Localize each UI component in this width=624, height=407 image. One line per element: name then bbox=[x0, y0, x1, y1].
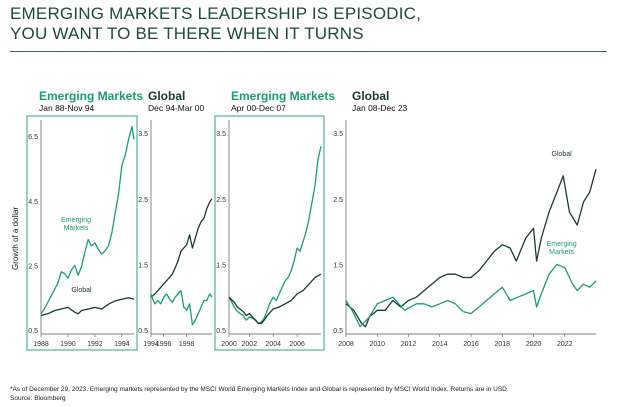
panel-3-x-tick-1: 2002 bbox=[242, 341, 258, 348]
panel-3-y-tick-1: 1.5 bbox=[216, 262, 226, 269]
panel-1-y-tick-0: 0.5 bbox=[28, 328, 38, 335]
panel-2-x-tick-1: 1996 bbox=[156, 341, 172, 348]
panel-2-y-tick-1: 1.5 bbox=[138, 262, 148, 269]
panel-4-range: Jan 08-Dec 23 bbox=[352, 103, 408, 113]
panel-1-chart: 0.5 2.5 4.5 6.5 1988 1990 1992 1994 Emerging Mark… bbox=[28, 120, 135, 348]
panel-4-global-label: Global bbox=[552, 151, 573, 158]
panel-2-header: Global Dec 94-Mar 00 bbox=[148, 89, 204, 114]
footnote: *As of December 29, 2023. Emerging marke… bbox=[10, 386, 509, 393]
panel-3-x-tick-2: 2004 bbox=[265, 341, 281, 348]
panel-3-y-tick-3: 3.5 bbox=[216, 131, 226, 138]
panel-4-x-tick-0: 2008 bbox=[338, 341, 354, 348]
panel-1-y-tick-1: 2.5 bbox=[28, 263, 38, 270]
panel-4-x-tick-4: 2016 bbox=[463, 341, 479, 348]
panels-layer: 0.5 2.5 4.5 6.5 1988 1990 1992 1994 Emerging Mark… bbox=[28, 120, 597, 348]
panel-4-x-tick-7: 2022 bbox=[557, 341, 573, 348]
panel-4-x-tick-6: 2020 bbox=[526, 341, 542, 348]
panel-4-header: Global Jan 08-Dec 23 bbox=[352, 89, 407, 114]
panel-1-range: Jan 88-Nov 94 bbox=[39, 103, 95, 113]
panel-1-emerging-line bbox=[40, 125, 135, 315]
title-line-2: YOU WANT TO BE THERE WHEN IT TURNS bbox=[10, 24, 364, 43]
panel-4-y-tick-1: 1.5 bbox=[333, 262, 343, 269]
panel-1-x-tick-1: 1990 bbox=[60, 341, 76, 348]
panel-4-emerging-line bbox=[345, 263, 597, 328]
panel-2-y-tick-3: 3.5 bbox=[138, 131, 148, 138]
panel-1-global-line bbox=[40, 297, 135, 317]
panel-4-global-line bbox=[345, 169, 597, 328]
panel-1-x-tick-2: 1992 bbox=[87, 341, 103, 348]
title-divider bbox=[10, 51, 607, 52]
panel-1-x-tick-3: 1994 bbox=[114, 341, 130, 348]
panel-4-x-tick-2: 2012 bbox=[401, 341, 417, 348]
panel-1-header: Emerging Markets Jan 88-Nov 94 bbox=[39, 89, 143, 114]
panel-2-x-tick-0: 1994 bbox=[143, 341, 159, 348]
panel-3-y-tick-2: 2.5 bbox=[216, 197, 226, 204]
panel-4-leader: Global bbox=[352, 89, 390, 103]
panel-3-x-tick-3: 2006 bbox=[289, 341, 305, 348]
panel-3-global-line bbox=[228, 273, 322, 325]
panel-2-x-tick-2: 1998 bbox=[179, 341, 195, 348]
panel-1-global-label: Global bbox=[71, 287, 92, 294]
panel-1-x-tick-0: 1988 bbox=[33, 341, 49, 348]
panel-4-chart: 0.5 1.5 2.5 3.5 2008 2010 2012 2014 2016 2018 2020… bbox=[333, 120, 597, 348]
panel-2-y-tick-0: 0.5 bbox=[138, 328, 148, 335]
panel-1-leader: Emerging Markets bbox=[39, 89, 144, 103]
panel-4-x-tick-3: 2014 bbox=[432, 341, 448, 348]
panel-4-x-tick-1: 2010 bbox=[369, 341, 385, 348]
panel-2-global-line bbox=[150, 198, 213, 298]
page-title: EMERGING MARKETS LEADERSHIP IS EPISODIC,… bbox=[10, 4, 610, 44]
panel-3-range: Apr 00-Dec 07 bbox=[231, 103, 286, 113]
panel-4-y-tick-2: 2.5 bbox=[333, 197, 343, 204]
panel-1-emerging-label: Emerging Markets bbox=[61, 217, 91, 232]
panel-2-leader: Global bbox=[148, 89, 186, 103]
panel-3-leader: Emerging Markets bbox=[231, 89, 336, 103]
panel-3-chart: 0.5 1.5 2.5 3.5 2000 2002 2004 2006 bbox=[216, 120, 322, 348]
panel-1-y-tick-2: 4.5 bbox=[28, 199, 38, 206]
panel-1-highlight-box bbox=[26, 115, 138, 351]
panel-3-x-tick-0: 2000 bbox=[221, 341, 237, 348]
panel-2-y-tick-2: 2.5 bbox=[138, 197, 148, 204]
source: Source: Bloomberg bbox=[10, 395, 66, 402]
panel-4-x-tick-5: 2018 bbox=[494, 341, 510, 348]
panel-2-range: Dec 94-Mar 00 bbox=[148, 103, 205, 113]
panel-4-emerging-label: Emerging Markets bbox=[547, 241, 577, 256]
panel-2-emerging-line bbox=[150, 289, 213, 326]
panel-3-y-tick-0: 0.5 bbox=[216, 328, 226, 335]
panel-3-highlight-box bbox=[214, 115, 325, 351]
panel-3-header: Emerging Markets Apr 00-Dec 07 bbox=[231, 89, 335, 114]
panel-3-emerging-line bbox=[228, 146, 322, 325]
panel-4-y-tick-3: 3.5 bbox=[333, 131, 343, 138]
panel-1-y-tick-3: 6.5 bbox=[28, 134, 38, 141]
title-line-1: EMERGING MARKETS LEADERSHIP IS EPISODIC, bbox=[10, 4, 422, 23]
panel-4-y-tick-0: 0.5 bbox=[333, 328, 343, 335]
